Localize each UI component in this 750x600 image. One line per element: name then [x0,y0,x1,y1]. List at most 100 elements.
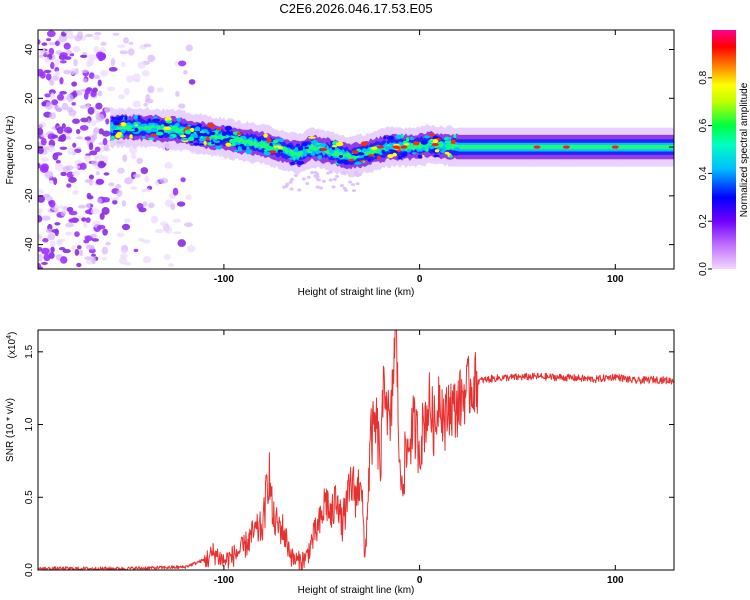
heatmap-cell [90,160,99,166]
heatmap-cell [184,222,193,228]
heatmap-cell [190,133,198,138]
heatmap-cell [331,145,338,148]
heatmap-cell [148,137,155,140]
y-tick-label: 0.5 [24,490,35,504]
snr-y-label: SNR (10 * v/v) [5,398,16,462]
heatmap-cell [143,43,152,48]
heatmap-cell [331,185,336,189]
colorbar: 0.0 0.2 0.4 0.6 0.8 Normalized spectral ampl… [698,30,750,276]
heatmap-cell [428,133,436,136]
heatmap-cell [289,187,294,191]
heatmap-cell [397,149,401,152]
heatmap-cell [257,137,262,143]
heatmap-cell [370,146,378,151]
heatmap-cell [90,208,100,215]
heatmap-cell [317,178,322,182]
heatmap-cell [349,155,357,158]
heatmap-cell [71,81,78,87]
heatmap-cell [76,262,82,268]
heatmap-cell [85,217,91,223]
heatmap-cell [38,215,43,223]
heatmap-cell [38,195,45,203]
heatmap-cell [392,145,400,149]
heatmap-cell [434,149,440,153]
heatmap-cell [375,148,382,153]
heatmap-cell [284,184,289,188]
heatmap-cell [51,134,59,139]
heatmap-cell [272,139,279,144]
heatmap-cell [196,143,205,146]
heatmap-cell [119,253,129,259]
heatmap-cell [277,146,284,149]
heatmap-cell [392,152,397,157]
heatmap-cell [294,147,299,152]
heatmap-cell [88,248,96,254]
heatmap-cell [141,70,150,77]
heatmap-cell [91,238,100,242]
heatmap-cell [72,46,81,53]
heatmap-cell [209,131,216,136]
heatmap-cell [147,85,155,94]
heatmap-cell [384,146,393,151]
colorbar-tick-label: 0.2 [698,214,709,228]
heatmap-cell [97,90,103,97]
heatmap-cell [290,161,296,166]
heatmap-cell [60,256,68,264]
heatmap-cell [351,189,356,193]
heatmap-cell [138,207,147,213]
heatmap-cell [302,148,307,154]
heatmap-cell [49,240,56,247]
snr-frame [37,329,675,571]
y-tick-label: 0 [24,144,35,150]
heatmap-cell [105,118,110,125]
heatmap-cell [117,94,126,100]
heatmap-cell [328,178,333,182]
heatmap-cell [400,145,408,149]
heatmap-cell [57,93,65,101]
heatmap-cell [444,143,451,148]
heatmap-cell [383,135,387,140]
heatmap-cell [48,42,57,46]
snr-series-line [38,330,674,570]
y-tick-label: 20 [24,92,35,104]
heatmap-cell [38,39,41,45]
heatmap-cell [421,145,429,148]
heatmap-cell [95,179,105,185]
heatmap-cell [100,41,107,46]
heatmap-cell [101,130,111,137]
heatmap-cell [142,201,148,207]
heatmap-cell [38,253,43,262]
heatmap-cell [278,138,285,143]
heatmap-cell [357,152,365,156]
heatmap-cell [440,149,446,154]
snr-y-scale: (x104) [6,332,18,359]
heatmap-cell [233,149,239,153]
heatmap-cell [132,73,141,82]
heatmap-cell [87,106,95,115]
heatmap-cell [118,256,128,265]
heatmap-cell [187,136,195,142]
heatmap-cell [76,245,82,250]
heatmap-cell [140,167,149,175]
heatmap-cell [68,218,75,223]
heatmap-cell [54,206,59,214]
heatmap-cell [128,48,135,56]
heatmap-cell [62,249,71,254]
heatmap-cell [102,138,108,146]
heatmap-cell [163,254,171,260]
heatmap-cell [351,150,359,154]
heatmap-cell [395,134,402,140]
heatmap-cell [85,202,91,210]
heatmap-cell [205,137,210,141]
heatmap-cell [277,149,284,153]
heatmap-cell [152,118,161,122]
heatmap-cell [362,160,366,163]
heatmap-cell [50,61,55,70]
heatmap-cell [99,212,105,220]
heatmap-cell [95,51,105,60]
heatmap-cell [319,143,327,148]
heatmap-cell [154,229,164,234]
heatmap-cell [206,123,215,128]
heatmap-cell [91,253,96,257]
snr-y-axis: 0.0 0.5 1.0 1.5 [24,344,674,577]
